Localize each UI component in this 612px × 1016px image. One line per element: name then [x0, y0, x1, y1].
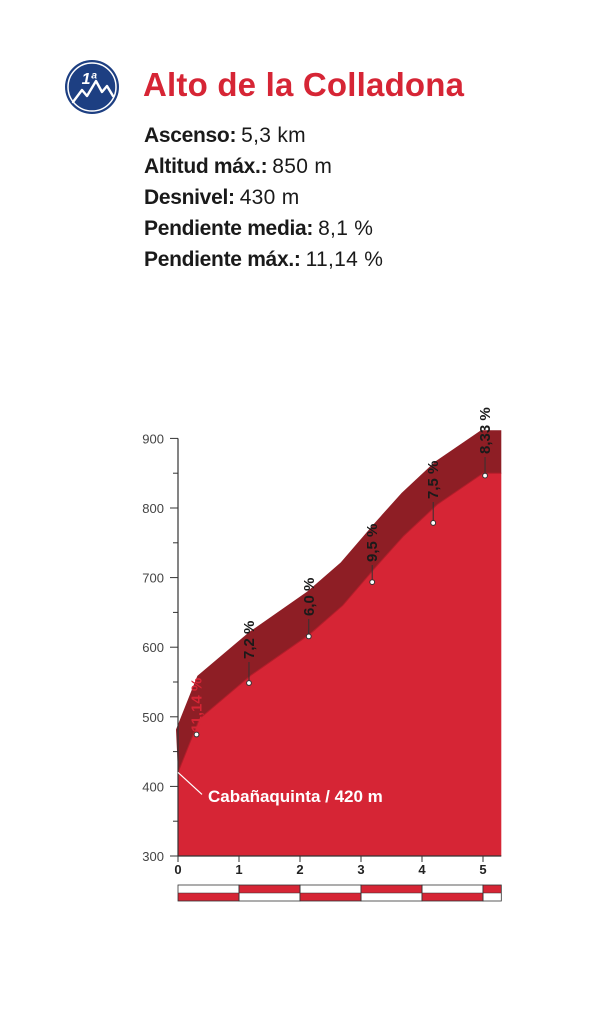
km-bar-segment — [178, 893, 239, 901]
x-tick-label: 1 — [235, 862, 242, 877]
km-bar-segment — [483, 885, 502, 893]
x-tick-label: 2 — [296, 862, 303, 877]
grade-marker — [482, 472, 488, 479]
badge-ring — [67, 62, 117, 112]
climb-title: Alto de la Colladona — [143, 66, 465, 103]
grade-marker — [246, 680, 252, 686]
category-badge: 1ª — [65, 60, 119, 114]
stat-value: 11,14 % — [305, 248, 384, 271]
stat-row: Desnivel: 430 m — [144, 182, 383, 213]
stat-value: 5,3 km — [241, 124, 306, 147]
km-bar-segment — [361, 885, 422, 893]
profile-ridge-line — [177, 472, 502, 773]
start-leader-line — [177, 772, 203, 795]
grade-label: 7,5 % — [425, 461, 442, 499]
profile-area — [178, 473, 502, 856]
km-bar-segment — [300, 893, 361, 901]
x-tick-label: 4 — [418, 862, 426, 877]
y-tick-label: 500 — [142, 710, 164, 725]
stat-label: Altitud máx.: — [144, 155, 268, 178]
y-tick-label: 800 — [142, 501, 164, 516]
grade-label: 7,2 % — [241, 621, 258, 659]
stat-row: Pendiente media: 8,1 % — [144, 213, 383, 244]
grade-label: 11,14 % — [189, 678, 206, 732]
km-bar-segment — [239, 885, 300, 893]
stat-value: 8,1 % — [318, 217, 374, 240]
stat-row: Ascenso: 5,3 km — [144, 120, 383, 151]
stat-label: Pendiente máx.: — [144, 248, 301, 271]
stat-row: Pendiente máx.: 11,14 % — [144, 244, 383, 275]
y-tick-label: 600 — [142, 640, 164, 655]
y-tick-label: 300 — [142, 849, 164, 864]
x-tick-label: 5 — [479, 862, 486, 877]
profile-top-band — [176, 430, 502, 773]
mountain-peaks-icon — [71, 79, 115, 104]
y-tick-label: 900 — [142, 431, 164, 446]
stat-value: 430 m — [239, 186, 300, 209]
y-tick-label: 700 — [142, 571, 164, 586]
km-bar-segment — [422, 893, 483, 901]
stat-row: Altitud máx.: 850 m — [144, 151, 383, 182]
x-tick-label: 3 — [357, 862, 364, 877]
grade-label: 6,0 % — [301, 578, 318, 616]
grade-marker — [193, 731, 200, 738]
stat-label: Desnivel: — [144, 186, 235, 209]
stat-label: Pendiente media: — [144, 217, 314, 240]
grade-label: 8,33 % — [477, 407, 494, 454]
stat-value: 850 m — [272, 155, 333, 178]
y-tick-label: 400 — [142, 779, 164, 794]
x-tick-label: 0 — [174, 862, 181, 877]
start-label: Cabañaquinta / 420 m — [208, 787, 383, 806]
grade-label: 9,5 % — [364, 524, 381, 562]
grade-marker — [305, 633, 312, 640]
climb-stats: Ascenso: 5,3 km Altitud máx.: 850 m Desnivel… — [144, 120, 383, 275]
grade-marker — [430, 520, 437, 526]
stat-label: Ascenso: — [144, 124, 237, 147]
grade-marker — [369, 579, 376, 585]
